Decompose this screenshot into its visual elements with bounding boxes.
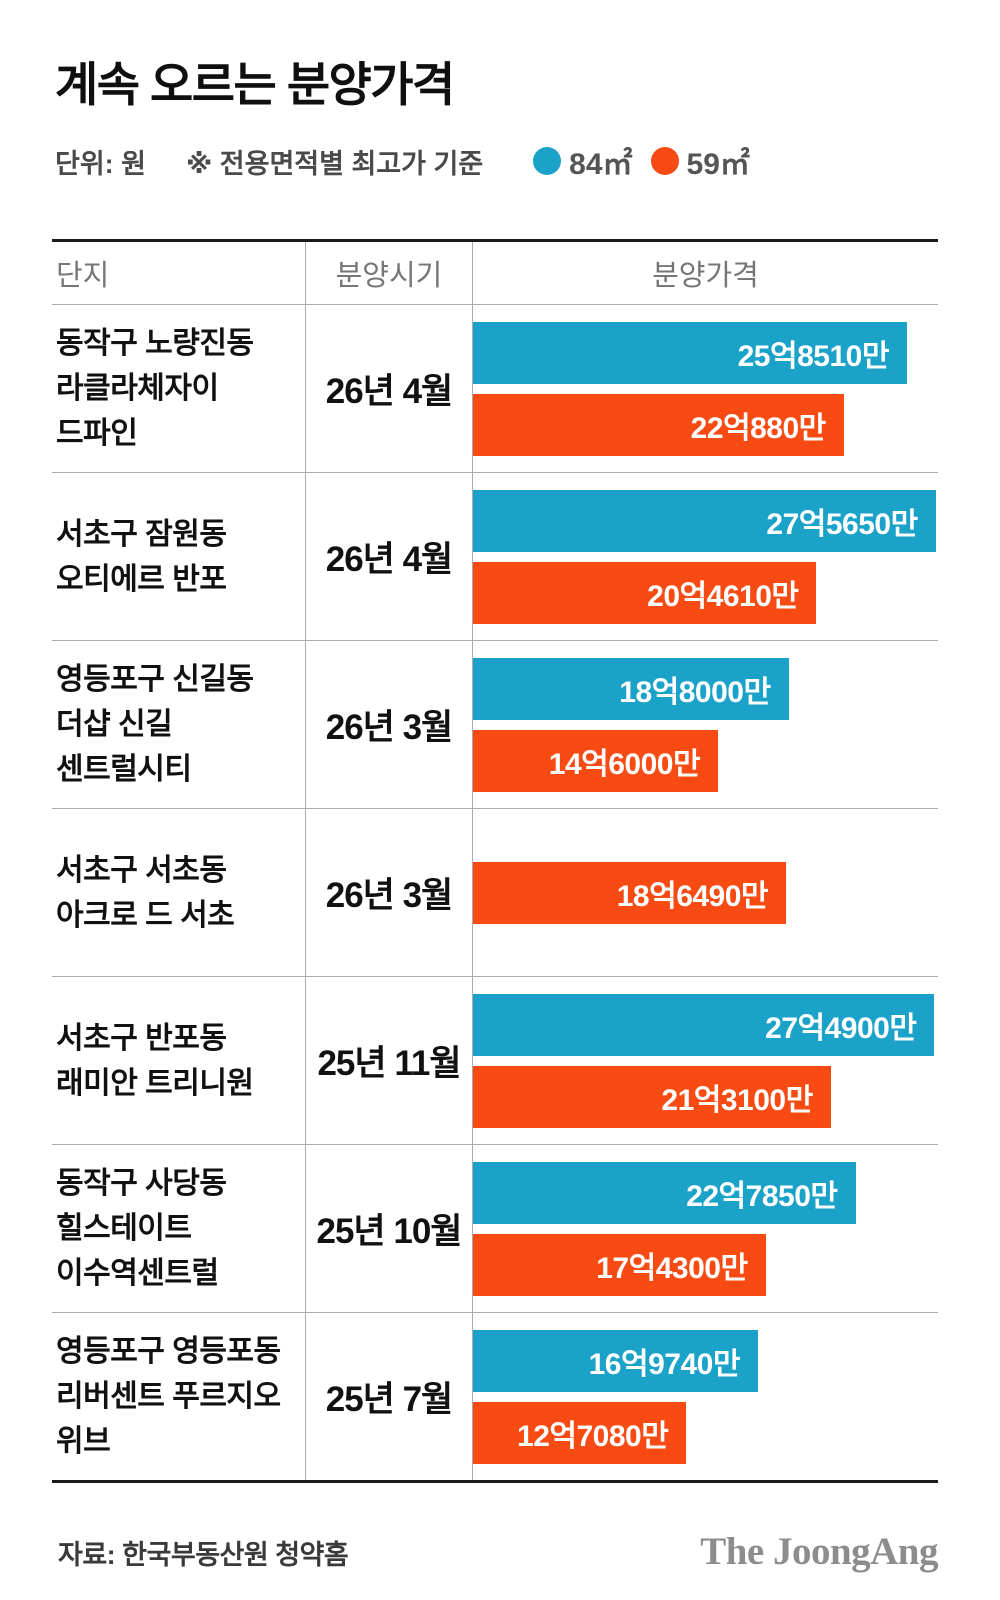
complex-name-line: 위브 [56,1425,111,1458]
source-label: 자료: 한국부동산원 청약홈 [58,1540,349,1570]
price-bars: 22억7850만 17억4300만 [472,1145,938,1312]
complex-name-line: 서초구 잠원동 [56,517,227,551]
price-bar-59: 20억4610만 [473,561,817,624]
price-bar-59: 21억3100만 [473,1065,831,1128]
bar-value-label: 20억4610만 [647,579,799,613]
price-bar-59: 12억7080만 [473,1401,687,1464]
price-bars: 27억5650만 20억4610만 [472,473,938,640]
complex-name-line: 래미안 트리니원 [56,1066,254,1100]
price-bar-84: 16억9740만 [473,1329,758,1392]
bar-value-label: 17억4300만 [596,1251,748,1285]
table-row: 영등포구 신길동 더샵 신길 센트럴시티 26년 3월 18억8000만 14억6000만 [52,640,938,808]
legend-label-59: 59㎡ [686,148,750,181]
price-bars: 18억8000만 14억6000만 [472,641,938,808]
bar-value-label: 18억8000만 [619,675,771,709]
price-table: 단지 분양시기 분양가격 동작구 노량진동 라클라체자이 드파인 26년 4월 25억8… [52,239,938,1483]
column-header-complex: 단지 [56,260,110,292]
price-bar-84: 27억5650만 [473,489,936,552]
table-row: 서초구 잠원동 오티에르 반포 26년 4월 27억5650만 20억4610만 [52,472,938,640]
price-bar-59: 18억6490만 [473,861,787,924]
sale-period: 26년 3월 [305,641,472,808]
legend-item-84: 84㎡ [533,139,633,183]
complex-name-line: 서초구 서초동 [56,853,227,887]
bar-value-label: 25억8510만 [737,339,890,373]
bar-value-label: 12억7080만 [517,1419,669,1453]
legend-dot-59-icon [650,147,679,175]
sale-period: 25년 7월 [305,1313,472,1480]
price-bar-84: 18억8000만 [473,657,789,720]
unit-label: 단위: 원 [55,148,147,179]
sale-period: 25년 10월 [305,1145,472,1312]
bar-value-label: 16억9740만 [588,1347,741,1381]
complex-name-line: 동작구 노량진동 [56,327,254,360]
bar-value-label: 21억3100만 [661,1083,813,1117]
sale-period: 26년 3월 [305,809,472,976]
complex-name-line: 드파인 [56,417,138,450]
complex-name-line: 아크로 드 서초 [56,898,235,932]
sale-period: 26년 4월 [305,473,472,640]
bar-value-label: 22억880만 [690,411,827,445]
legend-item-59: 59㎡ [650,139,750,183]
footer: 자료: 한국부동산원 청약홈 The JoongAng [52,1529,938,1574]
bar-value-label: 22억7850만 [686,1179,838,1213]
complex-name-line: 더샵 신길 [56,708,173,741]
price-bars: 16억9740만 12억7080만 [472,1313,938,1480]
sale-period: 26년 4월 [305,305,472,472]
price-bar-84: 25억8510만 [473,321,907,384]
table-row: 동작구 사당동 힐스테이트 이수역센트럴 25년 10월 22억7850만 17억4300… [52,1144,938,1312]
joongang-logo: The JoongAng [700,1530,938,1573]
table-row: 동작구 노량진동 라클라체자이 드파인 26년 4월 25억8510만 22억880만 [52,304,938,472]
legend-dot-84-icon [533,147,562,175]
complex-name-line: 서초구 반포동 [56,1021,227,1055]
column-header-price: 분양가격 [472,242,938,304]
price-bars: 18억6490만 [472,809,938,976]
legend-label-84: 84㎡ [569,148,633,181]
price-bar-59: 22억880만 [473,393,844,456]
complex-name-line: 오티에르 반포 [56,562,227,596]
price-bar-59: 14억6000만 [473,729,719,792]
complex-name-line: 힐스테이트 [56,1212,192,1245]
legend: 84㎡ 59㎡ [515,139,750,183]
complex-name-line: 동작구 사당동 [56,1167,227,1200]
table-header-row: 단지 분양시기 분양가격 [52,242,938,304]
note-label: ※ 전용면적별 최고가 기준 [186,148,484,179]
complex-name-line: 리버센트 푸르지오 [56,1380,281,1413]
complex-name-line: 이수역센트럴 [56,1257,219,1290]
subtitle-row: 단위: 원 ※ 전용면적별 최고가 기준 84㎡ 59㎡ [52,139,938,183]
bar-value-label: 27억4900만 [765,1011,917,1045]
column-header-period: 분양시기 [305,242,472,304]
price-bar-84: 22억7850만 [473,1161,856,1224]
complex-name-line: 영등포구 신길동 [56,663,254,696]
table-row: 서초구 서초동 아크로 드 서초 26년 3월 18억6490만 [52,808,938,976]
price-bar-84: 27억4900만 [473,993,935,1056]
table-body: 동작구 노량진동 라클라체자이 드파인 26년 4월 25억8510만 22억880만 서초… [52,304,938,1480]
sale-period: 25년 11월 [305,977,472,1144]
page-title: 계속 오르는 분양가격 [55,58,455,111]
complex-name-line: 라클라체자이 [56,372,219,405]
complex-name-line: 센트럴시티 [56,753,192,786]
price-bars: 27억4900만 21억3100만 [472,977,938,1144]
bar-value-label: 18억6490만 [616,879,769,913]
price-bar-59: 17억4300만 [473,1233,766,1296]
price-bars: 25억8510만 22억880만 [472,305,938,472]
bar-value-label: 27억5650만 [766,507,918,541]
table-row: 영등포구 영등포동 리버센트 푸르지오 위브 25년 7월 16억9740만 12억708… [52,1312,938,1480]
table-row: 서초구 반포동 래미안 트리니원 25년 11월 27억4900만 21억3100만 [52,976,938,1144]
complex-name-line: 영등포구 영등포동 [56,1335,281,1368]
bar-value-label: 14억6000만 [548,747,701,781]
